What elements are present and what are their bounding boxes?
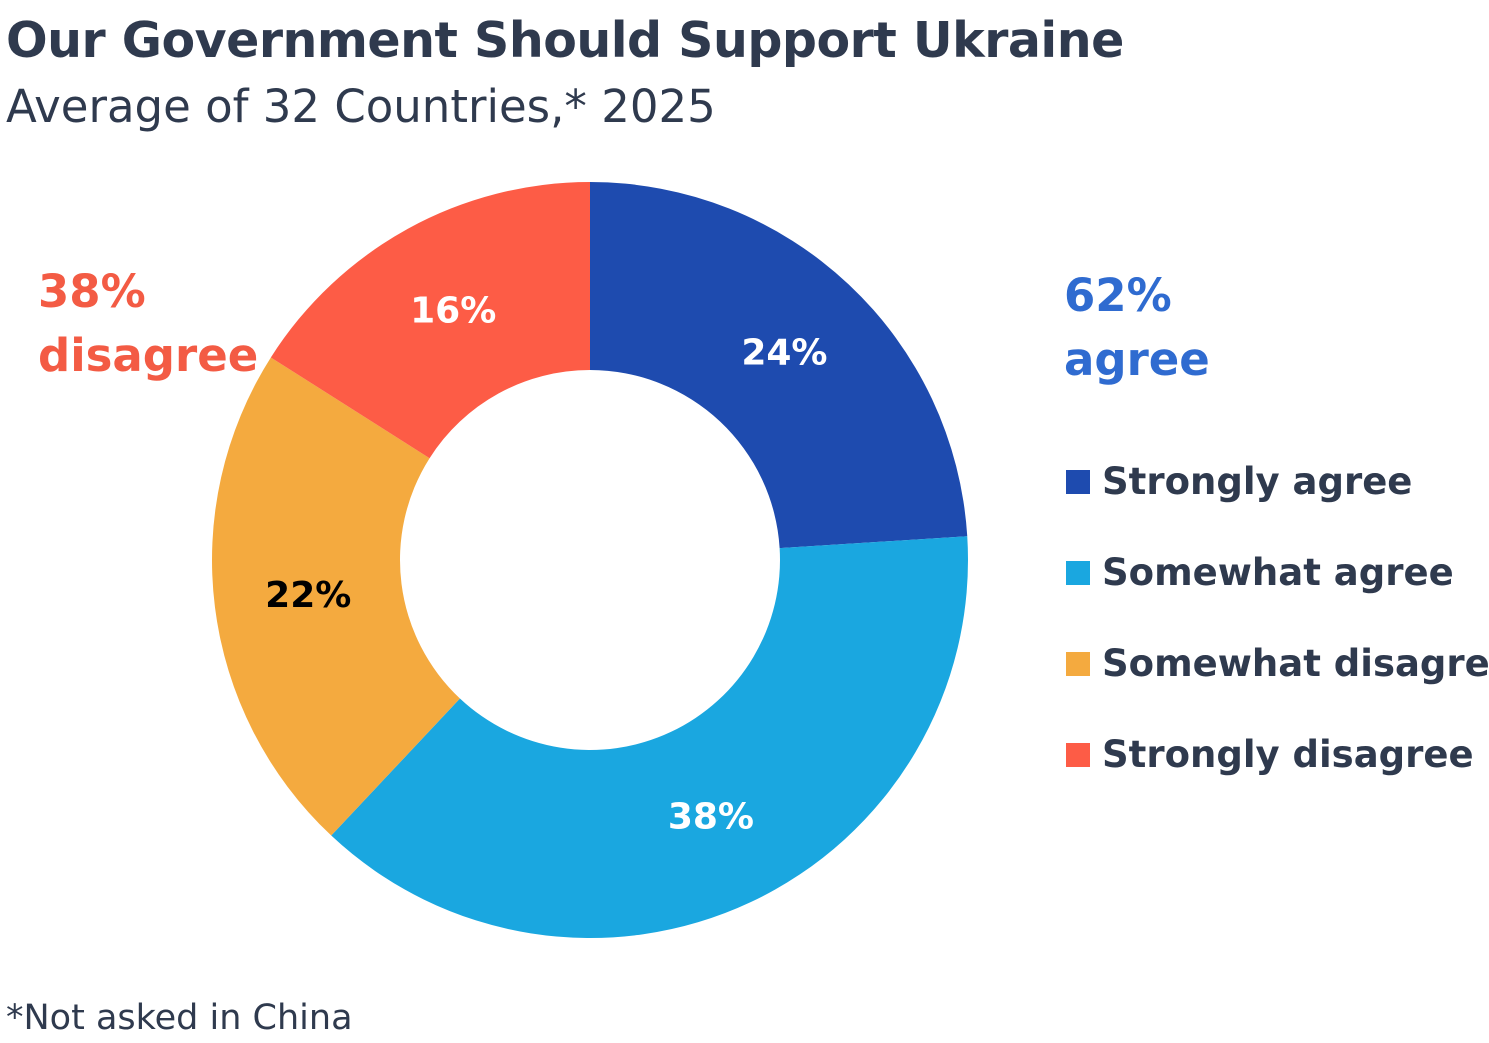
legend-item-somewhat-agree: Somewhat agree	[1066, 527, 1489, 618]
legend-label: Strongly disagree	[1102, 733, 1474, 776]
legend-label: Somewhat agree	[1102, 551, 1454, 594]
chart-footnote: *Not asked in China	[6, 998, 353, 1038]
disagree-group-label: 38% disagree	[38, 260, 258, 388]
chart-legend: Strongly agree Somewhat agree Somewhat d…	[1066, 436, 1489, 800]
slice-strongly-disagree	[270, 181, 590, 459]
legend-label: Somewhat disagree	[1102, 642, 1489, 685]
legend-label: Strongly agree	[1102, 460, 1413, 503]
agree-percent: 62%	[1064, 269, 1172, 322]
slice-somewhat-agree	[331, 536, 968, 939]
agree-word: agree	[1064, 333, 1210, 386]
chart-subtitle: Average of 32 Countries,* 2025	[6, 80, 716, 133]
agree-group-label: 62% agree	[1064, 264, 1210, 392]
legend-swatch	[1066, 742, 1090, 767]
disagree-word: disagree	[38, 329, 259, 382]
slice-label-strongly-disagree: 16%	[410, 291, 496, 332]
legend-swatch	[1066, 560, 1090, 585]
legend-item-strongly-disagree: Strongly disagree	[1066, 709, 1489, 800]
legend-item-strongly-agree: Strongly agree	[1066, 436, 1489, 527]
chart-title: Our Government Should Support Ukraine	[6, 12, 1124, 69]
legend-swatch	[1066, 469, 1090, 494]
legend-swatch	[1066, 651, 1090, 676]
disagree-percent: 38%	[38, 265, 146, 318]
slice-somewhat-disagree	[212, 357, 460, 836]
slice-label-somewhat-disagree: 22%	[265, 575, 351, 616]
slice-label-strongly-agree: 24%	[741, 332, 827, 373]
legend-item-somewhat-disagree: Somewhat disagree	[1066, 618, 1489, 709]
slice-label-somewhat-agree: 38%	[668, 796, 754, 837]
slice-strongly-agree	[590, 182, 968, 549]
